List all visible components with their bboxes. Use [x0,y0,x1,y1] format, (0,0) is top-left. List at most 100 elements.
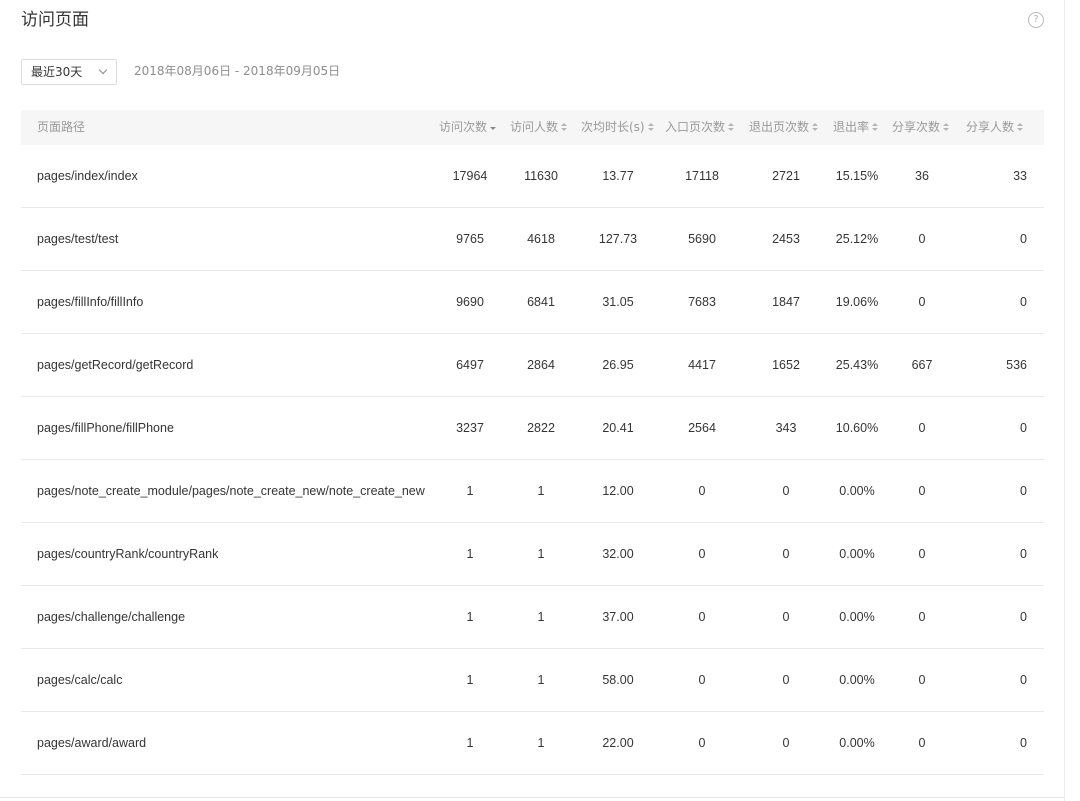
scrollbar-track[interactable] [1064,0,1080,801]
cell-avg-duration: 31.05 [602,295,634,309]
cell-avg-duration: 13.77 [602,169,634,183]
cell-entry: 0 [698,736,706,750]
cell-visitors: 1 [537,547,545,561]
cell-entry: 0 [698,547,706,561]
cell-exit-rate: 0.00% [839,673,875,687]
cell-shares: 0 [918,232,926,246]
cell-sharers: 33 [1013,169,1027,183]
cell-visitors: 4618 [527,232,555,246]
cell-shares: 0 [918,547,926,561]
cell-avg-duration: 20.41 [602,421,634,435]
column-header-label: 页面路径 [37,120,86,134]
column-header-visits[interactable]: 访问次数 [439,110,497,145]
cell-exit: 2721 [772,169,800,183]
cell-visits: 3237 [456,421,484,435]
cell-sharers: 0 [1020,610,1027,624]
cell-exit: 0 [782,484,790,498]
cell-shares: 0 [918,673,926,687]
cell-exit: 0 [782,547,790,561]
column-header-exit-rate[interactable]: 退出率 [833,110,879,145]
cell-visits: 9765 [456,232,484,246]
cell-visits: 1 [466,736,474,750]
sort-icon [728,123,735,132]
cell-avg-duration: 32.00 [602,547,634,561]
date-range-text: 2018年08月06日 - 2018年09月05日 [134,64,341,78]
cell-shares: 667 [911,358,933,372]
column-header-label: 访问次数 [439,120,488,134]
cell-exit: 343 [775,421,797,435]
column-header-avg-duration[interactable]: 次均时长(s) [581,110,654,145]
cell-path: pages/calc/calc [37,673,123,687]
cell-path: pages/getRecord/getRecord [37,358,194,372]
cell-exit-rate: 0.00% [839,610,875,624]
cell-sharers: 0 [1020,421,1027,435]
cell-entry: 0 [698,673,706,687]
column-header-exit[interactable]: 退出页次数 [749,110,819,145]
column-header-entry[interactable]: 入口页次数 [665,110,735,145]
cell-entry: 5690 [688,232,716,246]
cell-sharers: 0 [1020,295,1027,309]
cell-shares: 36 [915,169,929,183]
help-icon[interactable]: ? [1028,12,1044,28]
cell-exit-rate: 25.12% [835,232,879,246]
cell-exit-rate: 0.00% [839,736,875,750]
cell-visits: 1 [466,673,474,687]
table-row: pages/test/test 9765 4618 127.73 5690 2453 25.… [21,208,1044,271]
cell-entry: 0 [698,484,706,498]
date-range-select[interactable]: 最近30天 [21,59,117,85]
column-header-sharers[interactable]: 分享人数 [966,110,1024,145]
column-header-label: 入口页次数 [665,120,726,134]
sort-icon [812,123,819,132]
cell-entry: 17118 [685,169,719,183]
cell-path: pages/fillPhone/fillPhone [37,421,174,435]
cell-exit-rate: 15.15% [835,169,879,183]
cell-avg-duration: 58.00 [602,673,634,687]
cell-exit-rate: 10.60% [835,421,879,435]
cell-entry: 0 [698,610,706,624]
cell-visits: 17964 [452,169,488,183]
sort-icon [1017,123,1024,132]
column-header-label: 退出页次数 [749,120,810,134]
column-header-label: 分享次数 [892,120,941,134]
column-header-path: 页面路径 [37,110,85,145]
cell-visits: 6497 [456,358,484,372]
cell-sharers: 0 [1020,673,1027,687]
column-header-label: 分享人数 [966,120,1015,134]
cell-avg-duration: 22.00 [602,736,634,750]
cell-visitors: 2822 [527,421,555,435]
cell-sharers: 0 [1020,484,1027,498]
cell-path: pages/index/index [37,169,138,183]
page-title: 访问页面 [21,10,89,30]
cell-exit-rate: 0.00% [839,484,875,498]
table-row: pages/index/index 17964 11630 13.77 17118 272… [21,145,1044,208]
cell-exit-rate: 0.00% [839,547,875,561]
table-row: pages/award/award 1 1 22.00 0 0 0.00% 0 0 [21,712,1044,775]
column-header-shares[interactable]: 分享次数 [892,110,950,145]
cell-avg-duration: 12.00 [602,484,634,498]
cell-sharers: 536 [1006,358,1027,372]
cell-visitors: 11630 [524,169,558,183]
cell-exit: 0 [782,610,790,624]
cell-shares: 0 [918,610,926,624]
cell-shares: 0 [918,484,926,498]
column-header-label: 退出率 [833,120,870,134]
cell-visitors: 6841 [527,295,555,309]
column-header-visitors[interactable]: 访问人数 [510,110,568,145]
cell-visits: 1 [466,547,474,561]
table-row: pages/countryRank/countryRank 1 1 32.00 0 0 0.… [21,523,1044,586]
cell-visits: 9690 [456,295,484,309]
cell-entry: 7683 [688,295,716,309]
cell-exit: 1652 [772,358,800,372]
table-row: pages/getRecord/getRecord 6497 2864 26.95 44… [21,334,1044,397]
date-range-select-label: 最近30天 [31,65,83,79]
cell-entry: 2564 [688,421,716,435]
cell-exit-rate: 25.43% [835,358,879,372]
sort-icon [647,123,654,132]
table-header: 页面路径 访问次数 访问人数 次均时长(s) 入口页次数 退出页次数 退出率 分… [21,110,1044,145]
cell-sharers: 0 [1020,736,1027,750]
chevron-down-icon [98,65,108,75]
cell-entry: 4417 [688,358,716,372]
cell-path: pages/countryRank/countryRank [37,547,219,561]
cell-exit: 0 [782,673,790,687]
